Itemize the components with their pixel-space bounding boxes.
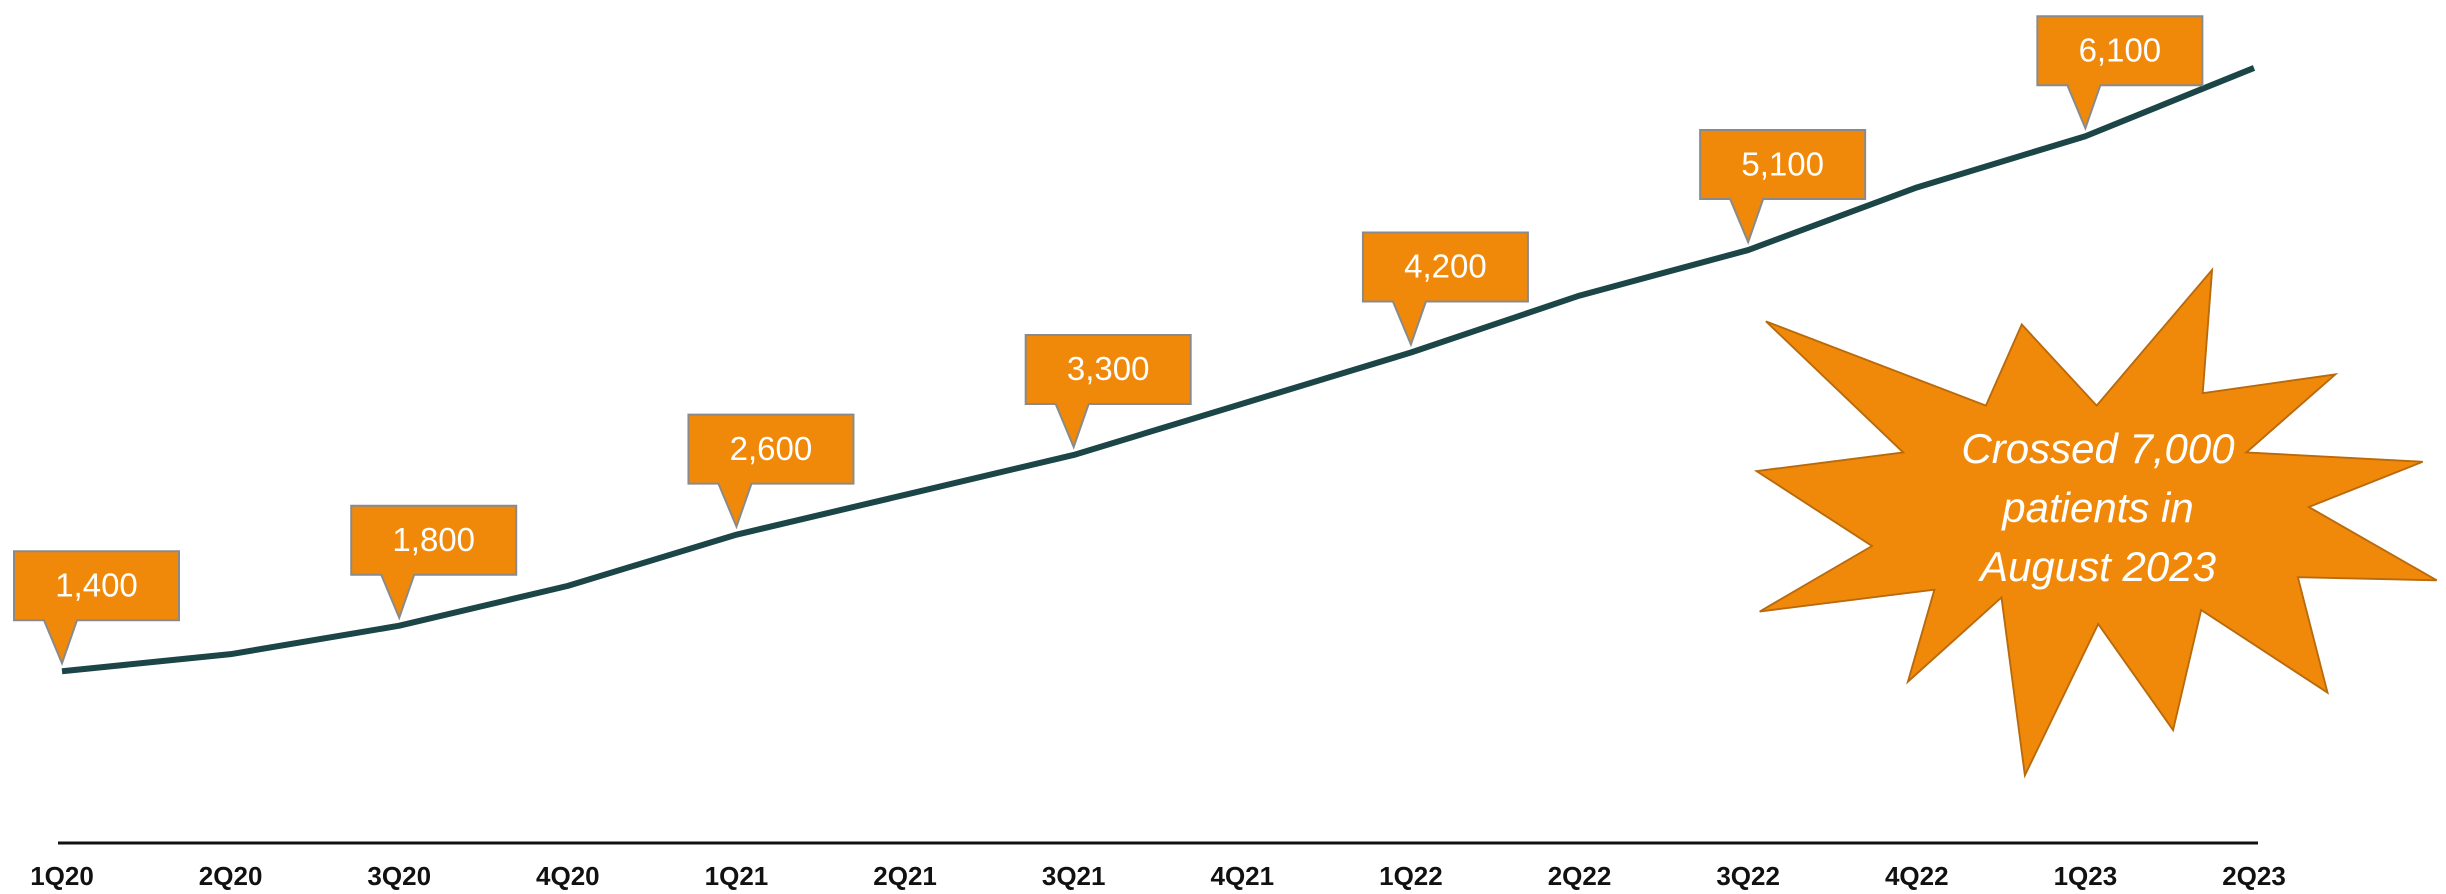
line [61,65,2256,675]
x-tick-label: 2Q22 [1548,861,1612,891]
x-tick-label: 4Q21 [1211,861,1275,891]
x-tick-label: 3Q20 [367,861,431,891]
annotation: August 2023 [1977,543,2216,590]
callout [350,504,518,621]
x-tick-label: 4Q20 [536,861,600,891]
x-tick-label: 1Q22 [1379,861,1443,891]
annotation: patients in [2000,484,2193,531]
callout [1699,129,1867,245]
x-tick-label: 1Q21 [705,861,769,891]
callout [13,550,180,667]
x-tick-label: 2Q20 [199,861,263,891]
data-label: 4,200 [1404,248,1487,285]
x-tick-label: 3Q22 [1716,861,1780,891]
callout [1024,333,1192,450]
starburst-shape [1753,267,2438,779]
data-label: 1,800 [392,521,475,558]
x-tick-label: 2Q23 [2222,861,2286,891]
x-tick-label: 3Q21 [1042,861,1106,891]
data-label: 2,600 [730,430,813,467]
starburst [1753,267,2438,779]
callout [2036,15,2204,132]
annotation: Crossed 7,000 [1961,425,2235,472]
x-tick-label: 1Q23 [2054,861,2118,891]
callout [1361,231,1529,348]
x-tick-label: 2Q21 [873,861,937,891]
data-label: 5,100 [1741,145,1824,182]
data-label: 6,100 [2079,31,2162,68]
data-label: 1,400 [55,566,138,603]
data-label: 3,300 [1067,350,1150,387]
callout [687,413,855,530]
x-tick-label: 4Q22 [1885,861,1949,891]
x-tick-label: 1Q20 [30,861,94,891]
